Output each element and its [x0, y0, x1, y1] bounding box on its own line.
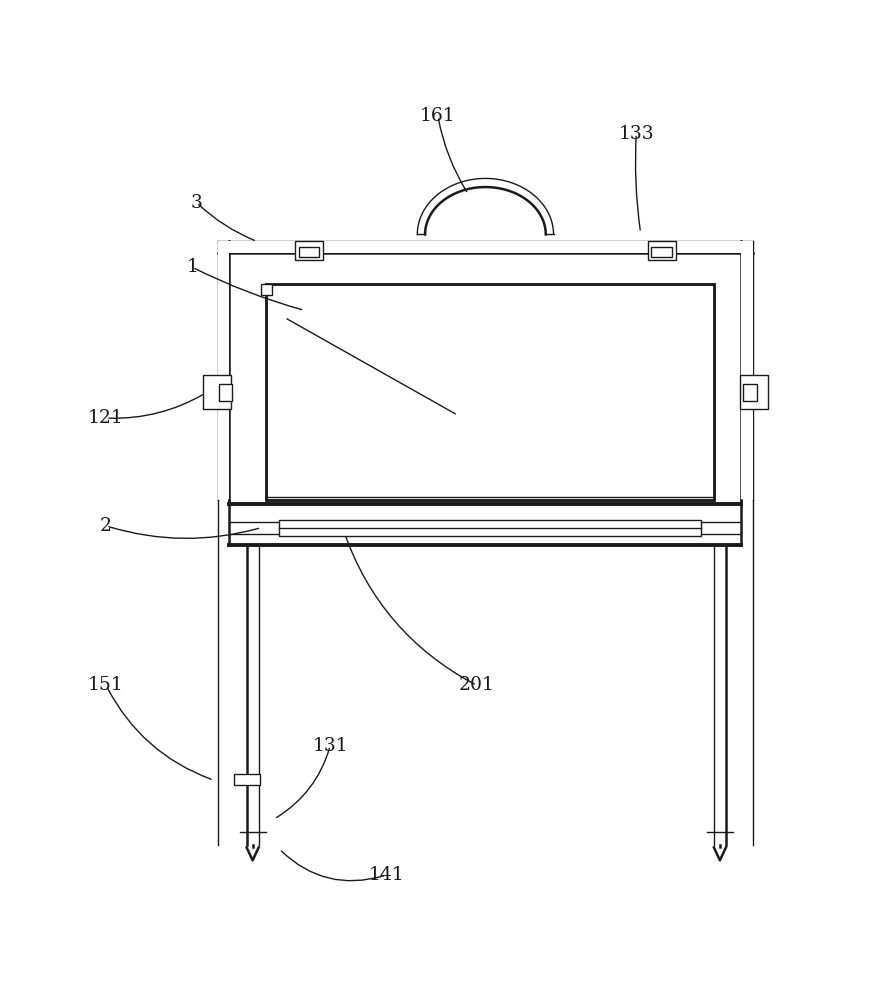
Bar	[261, 284, 272, 295]
Bar	[740, 375, 767, 409]
Bar	[279, 520, 701, 536]
Bar	[265, 284, 714, 500]
Bar	[203, 375, 230, 409]
Text: 1: 1	[187, 258, 198, 276]
Text: 151: 151	[88, 676, 124, 694]
Bar	[219, 384, 232, 401]
Bar	[295, 241, 323, 260]
Text: 201: 201	[459, 676, 495, 694]
Text: 133: 133	[618, 125, 654, 143]
Text: 2: 2	[100, 517, 112, 535]
Bar	[265, 284, 714, 500]
Text: 161: 161	[420, 107, 456, 125]
Text: 121: 121	[88, 409, 124, 427]
Bar	[743, 384, 757, 401]
Bar	[299, 247, 320, 257]
Bar	[218, 241, 752, 253]
Bar	[741, 241, 752, 500]
Text: 3: 3	[191, 194, 202, 212]
Bar	[648, 241, 675, 260]
Bar	[234, 774, 259, 785]
Text: 131: 131	[313, 737, 348, 755]
Bar	[652, 247, 672, 257]
Bar	[218, 241, 230, 500]
Text: 141: 141	[369, 866, 404, 884]
